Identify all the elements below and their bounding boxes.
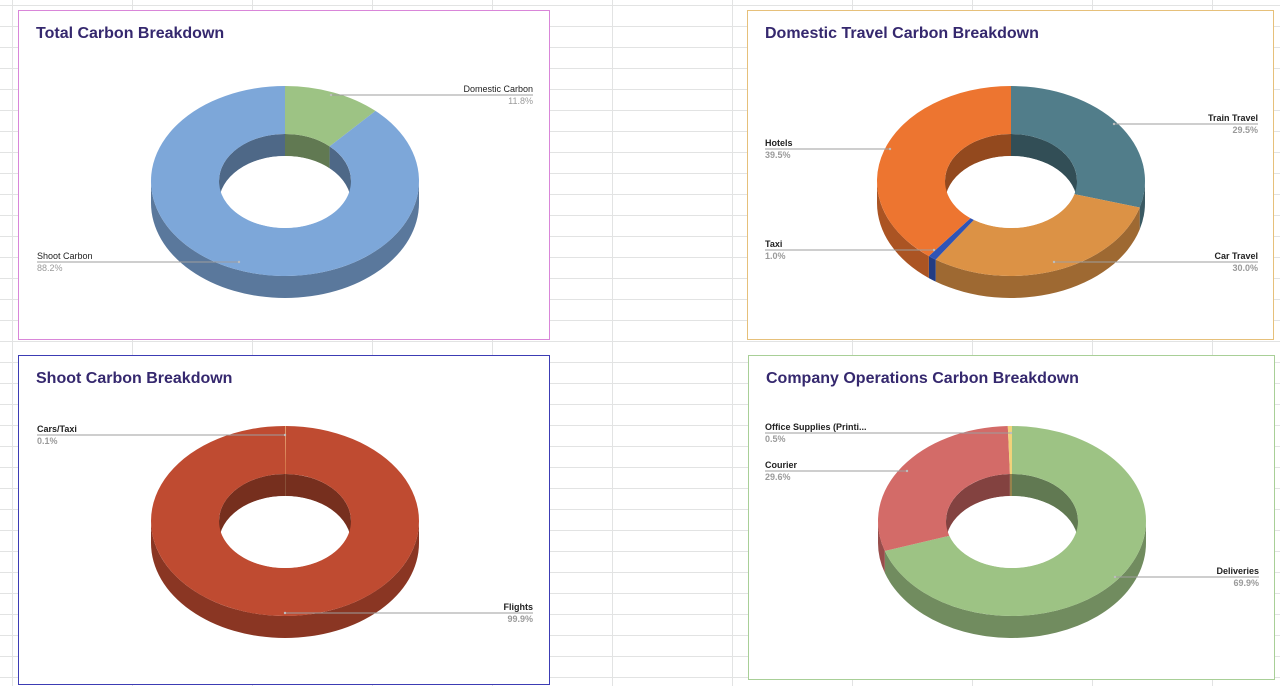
slice-name: Deliveries bbox=[1216, 566, 1259, 576]
slice-name: Courier bbox=[765, 460, 798, 470]
slice-name: Cars/Taxi bbox=[37, 424, 77, 434]
donut-chart-svg: Deliveries 69.9% Courier 29.6% Office Suppli… bbox=[749, 356, 1276, 681]
slice-percent: 0.5% bbox=[765, 434, 786, 444]
slice-percent: 99.9% bbox=[507, 614, 533, 624]
callout-dot bbox=[238, 261, 240, 263]
callout-dot bbox=[906, 470, 908, 472]
slice-label-courier: Courier 29.6% bbox=[765, 460, 908, 482]
slice-percent: 11.8% bbox=[508, 96, 533, 106]
slice-name: Taxi bbox=[765, 239, 782, 249]
callout-dot bbox=[1010, 432, 1012, 434]
callout-dot bbox=[889, 148, 891, 150]
callout-dot bbox=[284, 434, 286, 436]
slice-name: Shoot Carbon bbox=[37, 251, 93, 261]
slice-name: Domestic Carbon bbox=[463, 84, 533, 94]
slice-percent: 0.1% bbox=[37, 436, 58, 446]
slice-inner-wall-office-supplies-printi bbox=[1010, 474, 1012, 496]
slice-percent: 29.6% bbox=[765, 472, 791, 482]
donut-chart-svg: Domestic Carbon 11.8% Shoot Carbon 88.2% bbox=[19, 11, 551, 341]
domestic-travel-carbon-chart[interactable]: Domestic Travel Carbon Breakdown Train T… bbox=[747, 10, 1274, 340]
callout-dot bbox=[1053, 261, 1055, 263]
callout-dot bbox=[1114, 576, 1116, 578]
slice-percent: 69.9% bbox=[1233, 578, 1259, 588]
callout-dot bbox=[1113, 123, 1115, 125]
donut-chart-svg: Cars/Taxi 0.1% Flights 99.9% bbox=[19, 356, 551, 686]
slice-percent: 29.5% bbox=[1232, 125, 1258, 135]
company-operations-carbon-chart[interactable]: Company Operations Carbon Breakdown Deli… bbox=[748, 355, 1275, 680]
callout-dot bbox=[330, 94, 332, 96]
slice-percent: 1.0% bbox=[765, 251, 786, 261]
slice-label-hotels: Hotels 39.5% bbox=[765, 138, 891, 160]
callout-dot bbox=[933, 249, 935, 251]
slice-name: Hotels bbox=[765, 138, 793, 148]
slice-wall-taxi bbox=[929, 256, 936, 282]
donut-chart-svg: Train Travel 29.5% Car Travel 30.0% Taxi 1.0%… bbox=[748, 11, 1275, 341]
slice-name: Flights bbox=[504, 602, 534, 612]
slice-percent: 39.5% bbox=[765, 150, 791, 160]
callout-dot bbox=[284, 612, 286, 614]
slice-percent: 30.0% bbox=[1232, 263, 1258, 273]
slice-label-train-travel: Train Travel 29.5% bbox=[1113, 113, 1258, 135]
slice-name: Train Travel bbox=[1208, 113, 1258, 123]
slice-percent: 88.2% bbox=[37, 263, 63, 273]
slice-name: Office Supplies (Printi... bbox=[765, 422, 867, 432]
slice-name: Car Travel bbox=[1214, 251, 1258, 261]
